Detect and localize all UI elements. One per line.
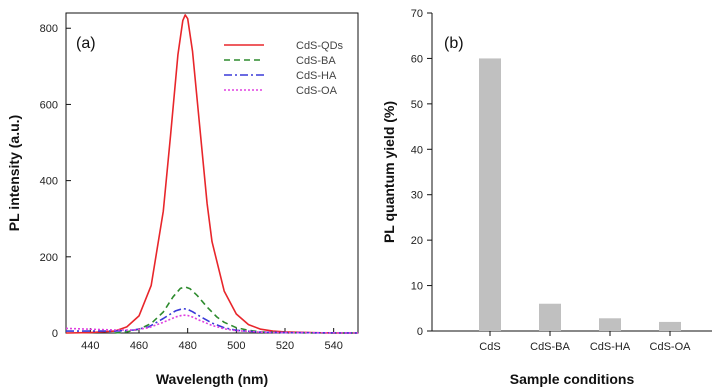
x-tick-label: 500	[227, 340, 245, 352]
x-tick-label: CdS-HA	[590, 341, 631, 353]
x-tick-label: CdS-BA	[530, 341, 570, 353]
legend-label: CdS-HA	[296, 70, 337, 82]
axis-ticks-a: 440 460 480 500 520 540 0 200 400 600 800	[40, 23, 343, 352]
bar	[659, 321, 681, 331]
y-axis-label-b: PL quantum yield (%)	[381, 101, 397, 243]
legend-label: CdS-BA	[296, 55, 336, 67]
panel-label-b: (b)	[444, 35, 464, 52]
y-tick-label: 40	[411, 144, 423, 156]
bars	[479, 58, 681, 332]
legend-label: CdS-OA	[296, 85, 338, 97]
y-tick-label: 60	[411, 53, 423, 65]
y-tick-label: 400	[40, 176, 58, 188]
x-axis-label-a: Wavelength (nm)	[156, 371, 268, 387]
x-tick-label: 520	[276, 340, 294, 352]
y-tick-label: 20	[411, 235, 423, 247]
bar-chart-panel: 0 10 20 30 40 50 60 70 CdS CdS-BA CdS-HA CdS-OA (b)…	[381, 8, 712, 387]
y-tick-label: 10	[411, 281, 423, 293]
bar	[599, 318, 621, 331]
y-tick-label: 800	[40, 23, 58, 35]
axis-ticks-b: 0 10 20 30 40 50 60 70 CdS CdS-BA CdS-HA CdS-OA	[411, 8, 691, 353]
series-lines	[65, 14, 359, 334]
bar	[479, 58, 501, 332]
line-chart-panel: 440 460 480 500 520 540 0 200 400 600 800 (a) CdS-…	[6, 12, 359, 387]
y-tick-label: 50	[411, 99, 423, 111]
x-tick-label: 540	[324, 340, 342, 352]
y-axis-label-a: PL intensity (a.u.)	[6, 115, 22, 231]
legend: CdS-QDs CdS-BA CdS-HA CdS-OA	[224, 40, 344, 97]
series-line-cds-oa	[65, 314, 359, 334]
x-tick-label: 440	[81, 340, 99, 352]
y-tick-label: 70	[411, 8, 423, 20]
y-tick-label: 600	[40, 99, 58, 111]
plot-frame-a	[65, 12, 359, 334]
bar	[539, 303, 561, 331]
x-tick-label: CdS	[479, 341, 500, 353]
y-tick-label: 200	[40, 252, 58, 264]
panel-label-a: (a)	[76, 35, 96, 52]
y-tick-label: 0	[52, 328, 58, 340]
x-tick-label: CdS-OA	[650, 341, 692, 353]
series-line-cds-ha	[66, 307, 359, 334]
y-tick-label: 0	[417, 326, 423, 338]
series-line-cds-qds	[65, 14, 358, 334]
x-tick-label: 480	[178, 340, 196, 352]
y-tick-label: 30	[411, 190, 423, 202]
x-axis-label-b: Sample conditions	[510, 371, 635, 387]
legend-label: CdS-QDs	[296, 40, 344, 52]
x-tick-label: 460	[130, 340, 148, 352]
